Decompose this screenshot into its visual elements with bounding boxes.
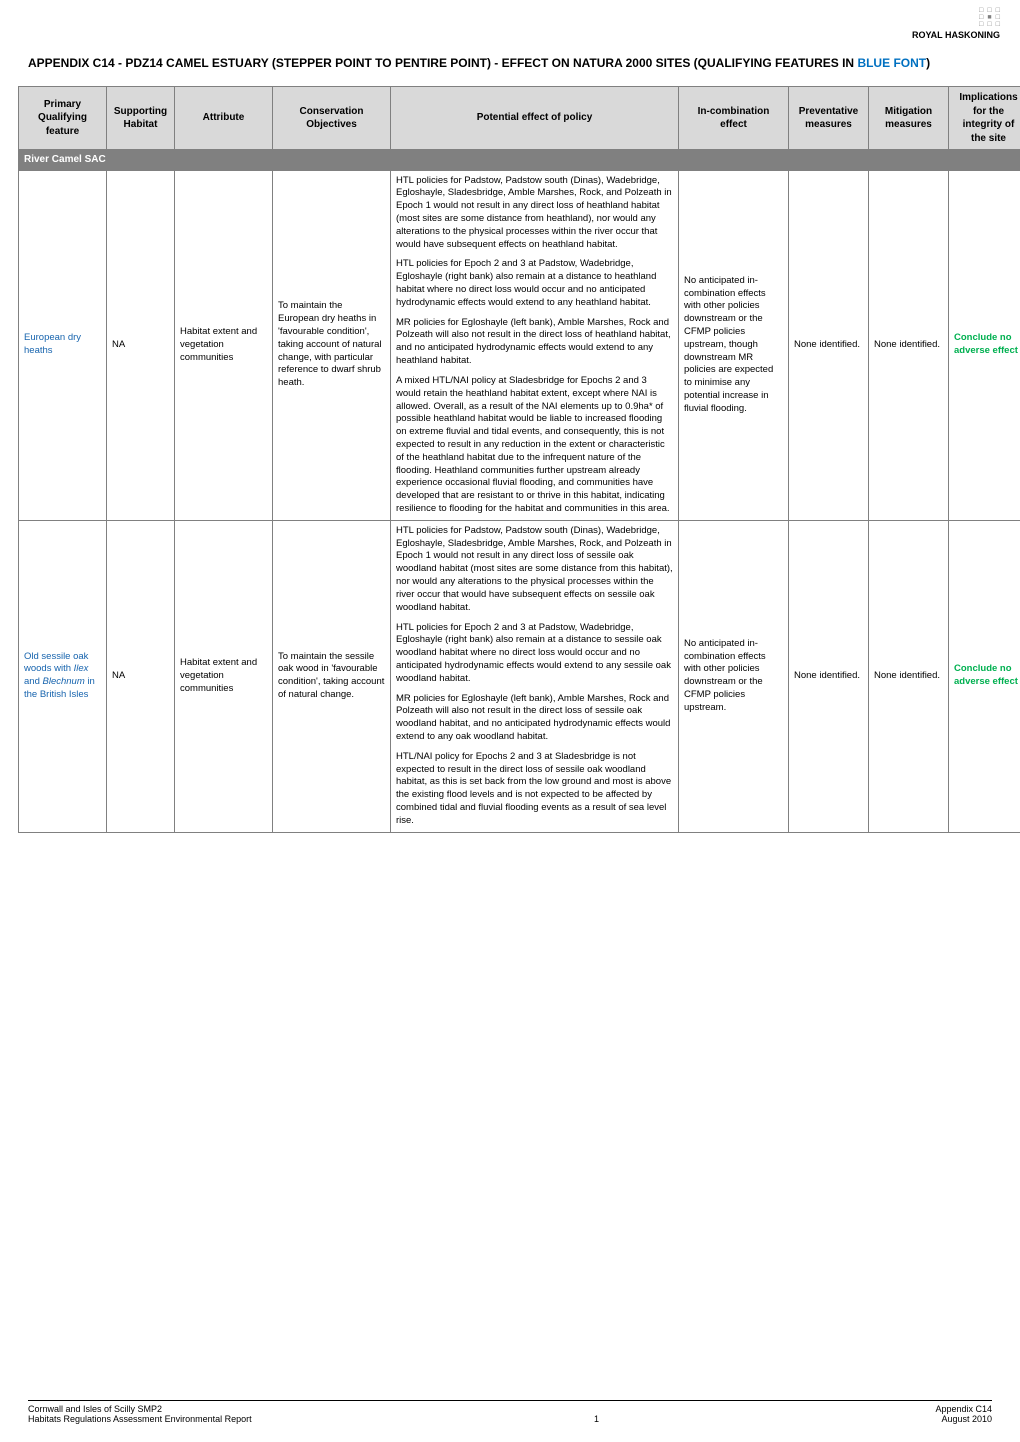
potential-para: MR policies for Egloshayle (left bank), … — [396, 317, 673, 368]
col-header-potential: Potential effect of policy — [391, 87, 679, 150]
cell-prev: None identified. — [789, 520, 869, 832]
table-row: European dry heaths NA Habitat extent an… — [19, 170, 1020, 520]
potential-para: HTL policies for Epoch 2 and 3 at Padsto… — [396, 622, 673, 686]
potential-para: HTL/NAI policy for Epochs 2 and 3 at Sla… — [396, 751, 673, 828]
col-header-prev: Preventative measures — [789, 87, 869, 150]
cell-feature: European dry heaths — [19, 170, 107, 520]
cell-feature: Old sessile oak woods with Ilex and Blec… — [19, 520, 107, 832]
col-header-consobj: Conservation Objectives — [273, 87, 391, 150]
footer-rule — [28, 1400, 992, 1401]
cell-attribute: Habitat extent and vegetation communitie… — [175, 520, 273, 832]
cell-mitig: None identified. — [869, 520, 949, 832]
footer-left-2: Habitats Regulations Assessment Environm… — [28, 1414, 252, 1424]
col-header-attribute: Attribute — [175, 87, 273, 150]
header-row: Primary Qualifying feature Supporting Ha… — [19, 87, 1020, 150]
potential-para: MR policies for Egloshayle (left bank), … — [396, 693, 673, 744]
potential-para: HTL policies for Epoch 2 and 3 at Padsto… — [396, 258, 673, 309]
col-header-impl: Implications for the integrity of the si… — [949, 87, 1020, 150]
col-header-feature: Primary Qualifying feature — [19, 87, 107, 150]
section-label: River Camel SAC — [19, 150, 1020, 171]
logo: □ □ □ □ ■ □ □ □ □ ROYAL HASKONING — [912, 8, 1000, 40]
cell-prev: None identified. — [789, 170, 869, 520]
logo-squares-3: □ □ □ — [912, 22, 1000, 29]
cell-impl: Conclude no adverse effect — [949, 520, 1020, 832]
col-header-mitig: Mitigation measures — [869, 87, 949, 150]
footer-row-2: Habitats Regulations Assessment Environm… — [28, 1414, 992, 1424]
cell-mitig: None identified. — [869, 170, 949, 520]
cell-impl: Conclude no adverse effect — [949, 170, 1020, 520]
section-row-river-camel: River Camel SAC — [19, 150, 1020, 171]
title-blue-part: BLUE FONT — [857, 56, 926, 70]
col-header-incomb: In-combination effect — [679, 87, 789, 150]
cell-supporting: NA — [107, 520, 175, 832]
footer-left-1: Cornwall and Isles of Scilly SMP2 — [28, 1404, 162, 1414]
implications-text: Conclude no adverse effect — [954, 663, 1018, 687]
table-row: Old sessile oak woods with Ilex and Blec… — [19, 520, 1020, 832]
feature-name: Old sessile oak woods with Ilex and Blec… — [24, 651, 95, 700]
main-table: Primary Qualifying feature Supporting Ha… — [18, 86, 1020, 833]
cell-incomb: No anticipated in-combination effects wi… — [679, 520, 789, 832]
implications-text: Conclude no adverse effect — [954, 332, 1018, 356]
cell-supporting: NA — [107, 170, 175, 520]
feature-name: European dry heaths — [24, 332, 81, 356]
footer-center: 1 — [594, 1414, 599, 1424]
feature-italic-1: Ilex — [74, 663, 89, 674]
potential-para: HTL policies for Padstow, Padstow south … — [396, 525, 673, 615]
title-prefix: APPENDIX C14 - PDZ14 CAMEL ESTUARY (STEP… — [28, 56, 857, 70]
footer-right-1: Appendix C14 — [935, 1404, 992, 1414]
logo-text: ROYAL HASKONING — [912, 31, 1000, 40]
title-suffix: ) — [926, 56, 930, 70]
feature-italic-2: Blechnum — [43, 676, 85, 687]
cell-consobj: To maintain the sessile oak wood in 'fav… — [273, 520, 391, 832]
potential-para: HTL policies for Padstow, Padstow south … — [396, 175, 673, 252]
footer: Cornwall and Isles of Scilly SMP2 Append… — [28, 1400, 992, 1424]
cell-potential: HTL policies for Padstow, Padstow south … — [391, 170, 679, 520]
cell-incomb: No anticipated in-combination effects wi… — [679, 170, 789, 520]
footer-row-1: Cornwall and Isles of Scilly SMP2 Append… — [28, 1404, 992, 1414]
footer-right-2: August 2010 — [941, 1414, 992, 1424]
page-title: APPENDIX C14 - PDZ14 CAMEL ESTUARY (STEP… — [28, 56, 930, 70]
cell-attribute: Habitat extent and vegetation communitie… — [175, 170, 273, 520]
main-table-wrap: Primary Qualifying feature Supporting Ha… — [18, 86, 1002, 833]
cell-consobj: To maintain the European dry heaths in '… — [273, 170, 391, 520]
feature-text-mid: and — [24, 676, 43, 687]
col-header-supporting: Supporting Habitat — [107, 87, 175, 150]
cell-potential: HTL policies for Padstow, Padstow south … — [391, 520, 679, 832]
potential-para: A mixed HTL/NAI policy at Sladesbridge f… — [396, 375, 673, 516]
